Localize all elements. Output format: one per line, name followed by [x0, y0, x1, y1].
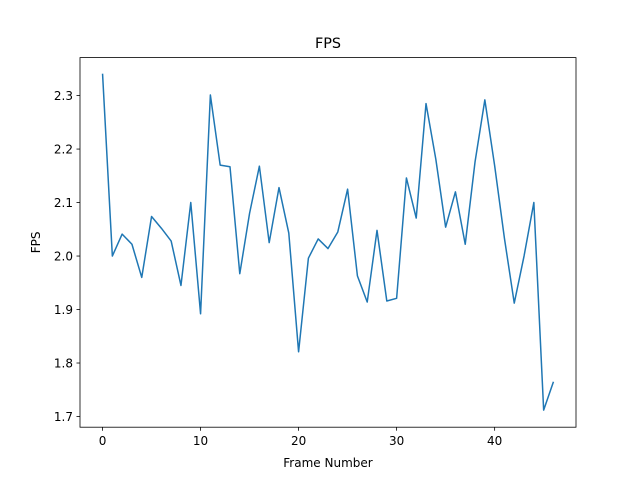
plot-area	[101, 73, 555, 411]
y-tick-label-1: 1.8	[54, 356, 73, 370]
axes-frame	[79, 57, 577, 428]
x-tick-label-4: 40	[487, 434, 502, 448]
x-tick-label-2: 20	[291, 434, 306, 448]
x-tick-label-0: 0	[99, 434, 107, 448]
y-tick-label-0: 1.7	[54, 410, 73, 424]
y-tick-label-6: 2.3	[54, 89, 73, 103]
x-tick-label-1: 10	[193, 434, 208, 448]
y-axis-ticks: 1.7 1.8 1.9 2.0 2.1 2.2 2.3	[54, 89, 80, 424]
y-tick-label-3: 2.0	[54, 249, 73, 263]
x-tick-label-3: 30	[389, 434, 404, 448]
series-line-0	[101, 73, 555, 411]
chart-title: FPS	[315, 36, 341, 52]
x-axis-ticks: 0 10 20 30 40	[99, 427, 502, 448]
y-tick-label-4: 2.1	[54, 196, 73, 210]
y-tick-label-2: 1.9	[54, 303, 73, 317]
y-axis-label: FPS	[29, 232, 43, 254]
x-axis-label: Frame Number	[283, 456, 372, 470]
y-tick-label-5: 2.2	[54, 142, 73, 156]
